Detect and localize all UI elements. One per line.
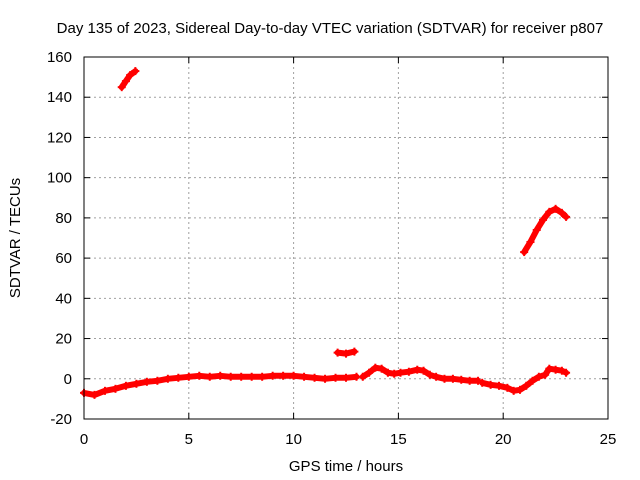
data-point [486, 380, 495, 389]
data-point [226, 372, 235, 381]
data-point [131, 67, 140, 76]
data-point [432, 372, 441, 381]
data-point [195, 371, 204, 380]
data-series [80, 67, 571, 399]
data-point [526, 238, 535, 247]
data-point [520, 248, 529, 257]
data-point [545, 364, 554, 373]
data-point [358, 372, 367, 381]
data-point [532, 225, 541, 234]
data-point [174, 373, 183, 382]
data-point [551, 204, 560, 213]
data-point [557, 208, 566, 217]
data-segment-5 [479, 365, 570, 394]
data-point [258, 372, 267, 381]
data-point [333, 348, 342, 357]
data-point [404, 367, 413, 376]
data-point [300, 372, 309, 381]
data-point [247, 372, 256, 381]
x-axis-label: GPS time / hours [289, 458, 403, 475]
data-point [142, 377, 151, 386]
data-point [153, 376, 162, 385]
data-point [205, 372, 214, 381]
y-tick-label: 60 [55, 250, 72, 267]
data-point [528, 376, 537, 385]
data-point [562, 368, 571, 377]
data-point [562, 212, 571, 221]
data-point [551, 365, 560, 374]
x-tick-label: 0 [80, 431, 88, 448]
data-point [557, 366, 566, 375]
x-tick-label: 25 [600, 431, 617, 448]
data-point [419, 366, 428, 375]
x-tick-label: 10 [285, 431, 302, 448]
y-tick-label: -20 [50, 411, 72, 428]
data-point [377, 364, 386, 373]
data-point [237, 372, 246, 381]
data-point [126, 71, 135, 80]
data-point [457, 375, 466, 384]
data-point [425, 370, 434, 379]
x-tick-label: 20 [495, 431, 512, 448]
x-tick-label: 5 [185, 431, 193, 448]
data-point [534, 372, 543, 381]
data-point [121, 381, 130, 390]
data-point [331, 373, 340, 382]
data-point [539, 215, 548, 224]
data-point [342, 349, 350, 358]
data-point [350, 347, 359, 356]
data-point [100, 386, 109, 395]
data-point [522, 381, 531, 390]
data-point [545, 207, 554, 216]
data-point [310, 373, 319, 382]
chart-title: Day 135 of 2023, Sidereal Day-to-day VTE… [57, 20, 604, 37]
data-point [365, 368, 374, 377]
y-tick-label: 160 [47, 49, 72, 66]
data-point [121, 77, 130, 86]
data-point [509, 386, 518, 395]
data-point [440, 374, 449, 383]
data-point [117, 83, 126, 92]
y-tick-label: 40 [55, 290, 72, 307]
data-point [478, 378, 487, 387]
y-tick-label: 120 [47, 129, 72, 146]
data-point [390, 369, 399, 378]
data-point [541, 370, 550, 379]
data-point [184, 372, 193, 381]
y-axis-label: SDTVAR / TECUs [7, 178, 24, 298]
data-point [465, 376, 474, 385]
data-point [90, 390, 99, 399]
y-tick-label: 0 [64, 371, 72, 388]
axis-ticks: 0 5 10 15 20 25 -20 0 20 40 60 80 100 120 140 160 [47, 49, 616, 448]
plot-frame [83, 56, 609, 420]
y-tick-label: 80 [55, 210, 72, 227]
data-point [342, 373, 350, 382]
data-segment-1 [118, 68, 139, 91]
x-tick-label: 15 [390, 431, 407, 448]
data-point [132, 379, 141, 388]
y-tick-label: 100 [47, 170, 72, 187]
data-point [413, 365, 422, 374]
data-point [503, 383, 512, 392]
data-point [371, 363, 380, 372]
data-point [515, 385, 524, 394]
data-point [396, 368, 405, 377]
data-point [495, 381, 504, 390]
data-point [163, 374, 172, 383]
data-point [216, 371, 225, 380]
data-point [279, 371, 288, 380]
data-point [111, 384, 120, 393]
data-point [321, 374, 330, 383]
data-point [289, 371, 298, 380]
data-point [448, 374, 457, 383]
data-point [268, 371, 277, 380]
y-tick-label: 140 [47, 89, 72, 106]
data-point [383, 368, 392, 377]
y-tick-label: 20 [55, 331, 72, 348]
